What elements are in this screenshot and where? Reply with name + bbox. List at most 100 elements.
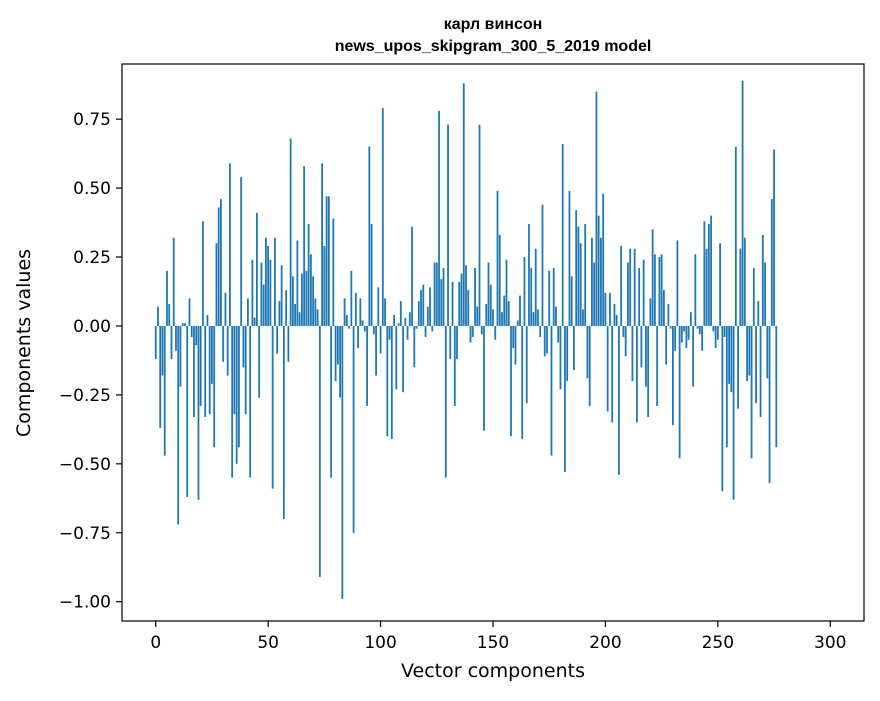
bar: [190, 325, 193, 337]
bar: [467, 290, 470, 326]
bar: [489, 284, 492, 326]
y-tick-label: −0.25: [59, 386, 111, 406]
bar: [748, 325, 751, 376]
bar: [557, 325, 560, 343]
bar: [224, 292, 227, 326]
bar: [737, 325, 739, 409]
title-line-1: карл винсон: [444, 16, 543, 33]
x-tick-label: 300: [814, 633, 846, 653]
bar: [665, 325, 668, 365]
bar: [566, 325, 569, 382]
bar: [357, 325, 359, 349]
bar: [240, 177, 243, 326]
bar: [651, 229, 654, 326]
bar: [647, 325, 650, 417]
bar: [289, 138, 292, 326]
bar: [552, 268, 555, 326]
bar: [541, 204, 544, 326]
bar: [296, 240, 299, 326]
bar: [687, 325, 690, 340]
bar: [640, 325, 643, 368]
bar: [175, 325, 177, 351]
bar: [415, 325, 418, 329]
bar: [368, 146, 371, 326]
bar: [420, 290, 422, 326]
bar: [649, 298, 652, 326]
bar: [384, 298, 386, 326]
bar: [359, 298, 362, 326]
bar: [534, 248, 537, 326]
bar: [397, 323, 400, 326]
bar: [575, 210, 578, 326]
bar: [750, 325, 753, 459]
bar: [698, 325, 701, 335]
bar: [550, 325, 553, 456]
bar: [352, 325, 355, 533]
bar: [516, 320, 519, 326]
plot-area-frame: [121, 63, 865, 622]
y-tick-label: −1.00: [59, 593, 111, 613]
bar: [242, 325, 245, 368]
bar: [390, 325, 393, 440]
bar: [348, 325, 350, 329]
bar: [262, 284, 265, 326]
bar: [593, 262, 596, 326]
x-tick-label: 200: [589, 633, 621, 653]
bar: [678, 325, 681, 459]
bar: [669, 325, 672, 329]
bar: [683, 325, 686, 332]
bar: [269, 259, 272, 326]
bar: [498, 234, 501, 326]
bar: [728, 325, 730, 384]
bar: [282, 325, 285, 519]
bar: [199, 325, 202, 406]
bar: [723, 325, 726, 337]
bar: [548, 270, 551, 326]
bar: [743, 237, 746, 326]
bar: [451, 281, 454, 326]
bar: [312, 276, 315, 326]
bar: [271, 325, 274, 489]
bar: [629, 248, 632, 326]
bar: [363, 325, 366, 332]
bar: [588, 325, 591, 406]
bar: [725, 325, 728, 448]
bar: [543, 325, 546, 357]
bar: [653, 254, 656, 326]
y-tick-label: −0.75: [59, 524, 111, 544]
bar: [161, 325, 164, 376]
bar: [422, 284, 425, 326]
bar: [559, 325, 562, 390]
bar: [555, 306, 557, 326]
bar: [530, 268, 533, 326]
bar: [300, 273, 303, 326]
bar: [474, 268, 476, 326]
bar: [667, 303, 670, 326]
bar: [406, 325, 409, 340]
bar: [521, 325, 524, 440]
bar: [710, 215, 712, 326]
bar: [408, 312, 411, 326]
bar: [235, 325, 238, 464]
bar: [379, 325, 382, 354]
bar: [671, 325, 674, 426]
y-axis-label: Components values: [13, 249, 35, 437]
bar: [233, 325, 236, 415]
bar: [689, 312, 692, 326]
bar: [633, 248, 636, 326]
bar: [701, 325, 704, 351]
bars-group: [154, 80, 778, 599]
bar: [734, 146, 737, 326]
bar: [166, 270, 168, 326]
bar: [287, 325, 290, 362]
bar: [431, 325, 434, 332]
bar: [291, 276, 294, 326]
bar: [323, 245, 326, 326]
bar: [280, 265, 283, 326]
bar: [285, 290, 288, 326]
bar: [361, 320, 364, 326]
bar: [238, 325, 240, 448]
bar: [332, 218, 335, 326]
bar: [372, 325, 375, 335]
